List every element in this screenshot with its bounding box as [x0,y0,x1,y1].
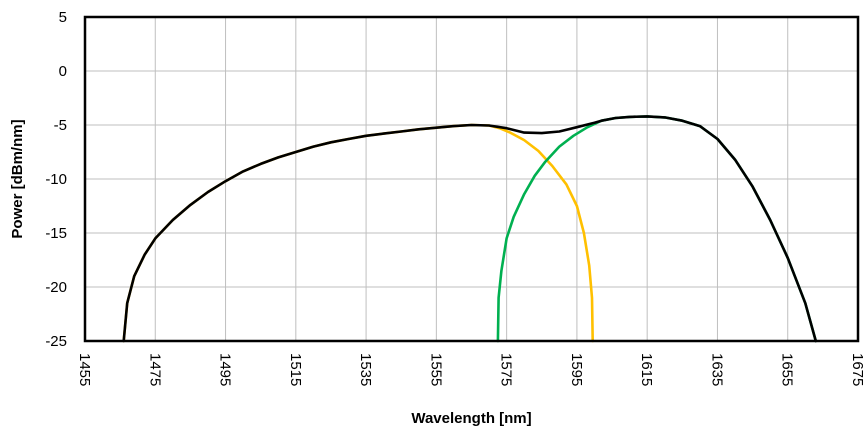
x-tick-label: 1675 [849,353,866,386]
x-tick-label: 1455 [76,353,93,386]
x-tick-label: 1655 [779,353,796,386]
x-tick-label: 1615 [638,353,655,386]
y-axis-title: Power [dBm/nm] [9,119,26,238]
series-line-1 [496,115,818,343]
y-tick-label: -20 [45,279,67,296]
y-tick-labels: 5 0 -5 -10 -15 -20 -25 [45,9,67,350]
y-tick-label: -15 [45,225,67,242]
series-line-2 [122,115,818,343]
y-tick-label: 5 [59,9,67,26]
y-tick-label: -10 [45,171,67,188]
y-tick-label: 0 [59,63,67,80]
x-tick-label: 1535 [357,353,374,386]
plot-frame [83,15,860,343]
y-tick-label: -5 [54,117,67,134]
x-tick-labels: 1455 1475 1495 1515 1535 1555 1575 1595 1615 1635… [76,353,866,386]
x-tick-label: 1635 [708,353,725,386]
x-tick-label: 1515 [287,353,304,386]
y-tick-label: -25 [45,333,67,350]
x-tick-label: 1555 [427,353,444,386]
x-tick-label: 1575 [498,353,515,386]
series-lines [122,115,818,343]
x-tick-label: 1595 [568,353,585,386]
x-axis-title: Wavelength [nm] [411,410,531,427]
grid-lines [84,16,859,342]
x-tick-label: 1495 [217,353,234,386]
x-tick-label: 1475 [146,353,163,386]
